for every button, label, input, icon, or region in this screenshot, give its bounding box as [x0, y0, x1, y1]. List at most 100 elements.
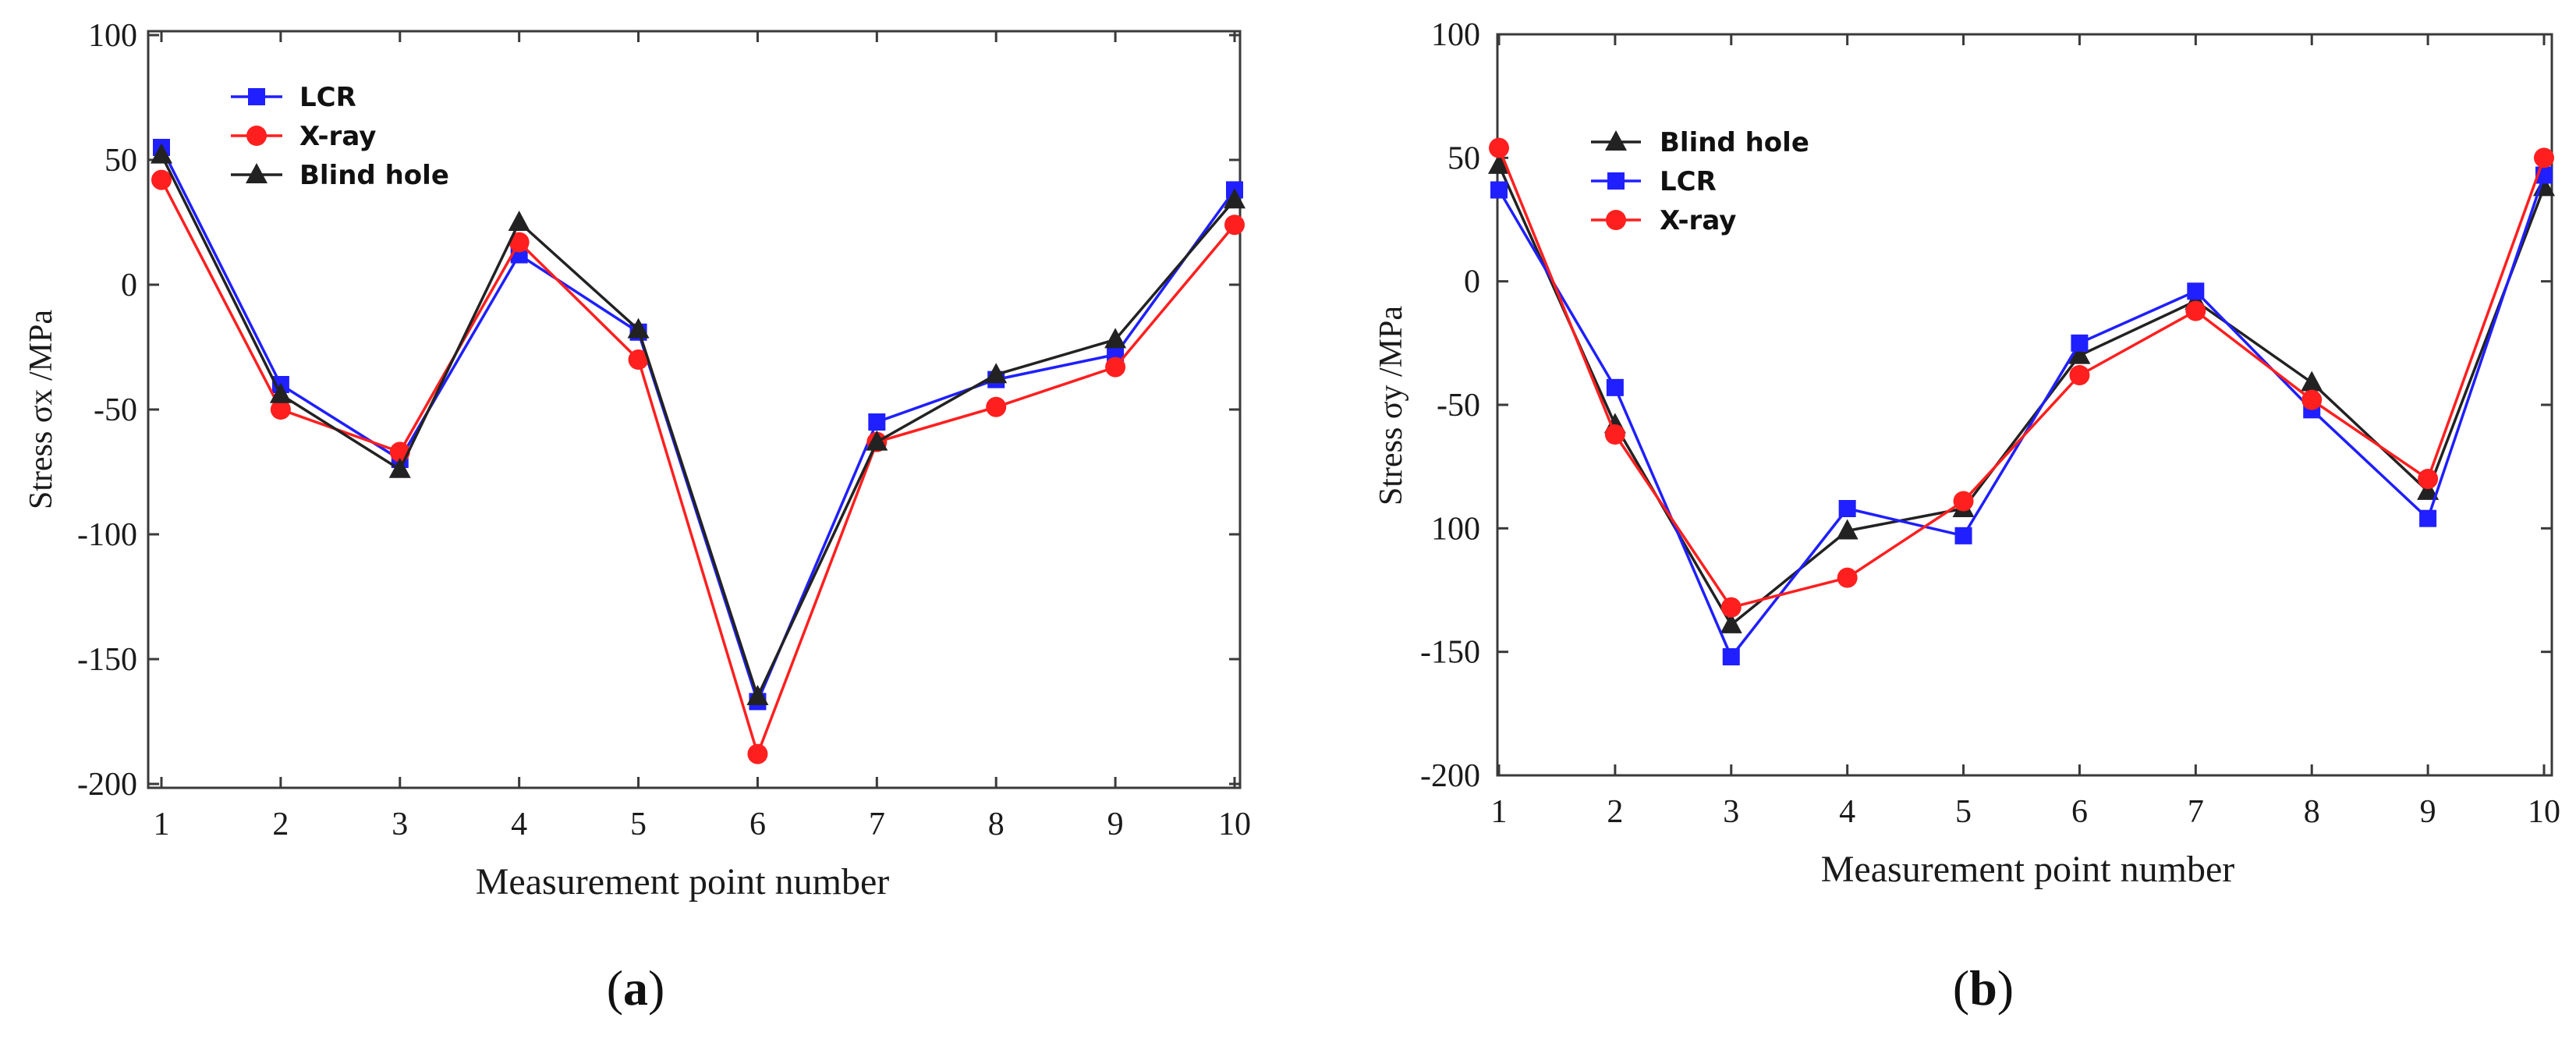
chart-a-x-tick-label: 9 [1107, 807, 1124, 842]
chart-b-point-x-ray [1837, 567, 1858, 588]
chart-a-point-x-ray [986, 396, 1007, 417]
chart-b-point-blind-hole [1488, 153, 1510, 174]
chart-b-y-tick-label: 0 [1464, 264, 1480, 300]
chart-a-legend-label-blind-hole: Blind hole [299, 160, 449, 191]
chart-a-x-tick-label: 8 [988, 807, 1005, 842]
chart-a-point-lcr [868, 413, 886, 431]
chart-a-point-blind-hole [985, 363, 1008, 384]
chart-b-legend-label-lcr: LCR [1660, 166, 1717, 197]
chart-b-panel-caption: (b) [1953, 960, 2014, 1016]
chart-a-x-tick-label: 10 [1218, 807, 1251, 842]
chart-b-x-tick-label: 3 [1723, 794, 1739, 830]
chart-a-x-tick-label: 1 [154, 807, 170, 842]
chart-b-x-axis-label: Measurement point number [1821, 849, 2235, 890]
chart-b-y-tick-label: -50 [1437, 388, 1480, 424]
chart-a-y-ticks: 100 50 0 -50 -100 -150 -200 [77, 18, 1240, 803]
chart-b-x-tick-label: 8 [2304, 794, 2320, 830]
chart-a-point-blind-hole [388, 457, 411, 478]
chart-a-y-tick-label: -150 [77, 642, 137, 678]
chart-b-point-x-ray [2418, 469, 2439, 489]
chart-a-legend-marker-lcr [248, 88, 265, 105]
chart-a-x-ticks: 1 2 3 4 5 6 7 8 9 10 [154, 31, 1251, 842]
chart-a-y-axis-label: Stress σx /MPa [23, 310, 59, 509]
chart-a-point-blind-hole [151, 143, 172, 164]
chart-a-y-tick-label: 100 [88, 18, 137, 54]
chart-a-point-x-ray [270, 399, 291, 420]
chart-b-point-x-ray [2185, 300, 2206, 321]
chart-b-point-lcr [2187, 282, 2205, 300]
chart-b-y-ticks: 100 50 0 -50 100 -150 -200 [1420, 17, 2552, 794]
chart-b-point-blind-hole [1836, 519, 1858, 540]
chart-a-point-blind-hole [627, 317, 650, 339]
chart-a-point-x-ray [1224, 215, 1245, 236]
chart-a-series [151, 139, 1245, 764]
chart-b-panel-letter: b [1969, 960, 1997, 1016]
chart-b-point-x-ray [2069, 365, 2090, 385]
chart-a-point-blind-hole [746, 685, 769, 705]
chart-b-legend-label-blind-hole: Blind hole [1660, 127, 1809, 158]
chart-a-legend-label-lcr: LCR [299, 82, 356, 113]
chart-a-y-tick-label: -200 [77, 767, 137, 803]
chart-a-x-tick-label: 6 [749, 807, 766, 842]
chart-b-point-x-ray [1720, 597, 1742, 618]
chart-b-point-x-ray [1489, 137, 1509, 158]
chart-b: 100 50 0 -50 100 -150 -200 1 2 3 4 5 6 7 8 9 10 Blind h… [1373, 17, 2560, 1016]
chart-b-x-tick-label: 4 [1839, 794, 1855, 830]
chart-a-x-tick-label: 2 [272, 807, 289, 842]
chart-a-legend: LCR X-ray Blind hole [231, 82, 449, 191]
chart-a-y-tick-label: 0 [121, 268, 137, 303]
chart-a-y-tick-label: -100 [77, 517, 137, 553]
chart-b-x-tick-label: 6 [2071, 794, 2088, 830]
chart-b-legend-marker-x-ray [1606, 210, 1626, 230]
chart-b-legend-label-x-ray: X-ray [1660, 205, 1736, 236]
chart-b-plot-area [1496, 33, 2553, 777]
chart-a-point-blind-hole [866, 430, 888, 451]
chart-b-point-blind-hole [2301, 371, 2323, 392]
chart-a-series-line-blind-hole [160, 154, 1236, 698]
chart-b-y-tick-label: 50 [1447, 140, 1480, 176]
chart-b-point-lcr [2419, 509, 2437, 527]
chart-a-x-tick-label: 4 [511, 807, 527, 842]
chart-a-point-blind-hole [508, 211, 530, 231]
chart-b-point-blind-hole [2417, 479, 2440, 500]
chart-b-point-x-ray [1604, 424, 1625, 445]
chart-b-point-blind-hole [2068, 343, 2091, 364]
chart-b-x-tick-label: 7 [2188, 794, 2204, 830]
chart-b-point-lcr [1838, 500, 1856, 517]
chart-b-point-lcr [1722, 648, 1740, 665]
chart-b-x-ticks: 1 2 3 4 5 6 7 8 9 10 [1491, 34, 2560, 830]
chart-a-point-x-ray [1105, 356, 1126, 378]
chart-b-point-lcr [1606, 378, 1624, 396]
chart-a-y-tick-label: 50 [105, 143, 137, 179]
chart-a-point-x-ray [151, 169, 172, 190]
chart-b-point-lcr [1490, 181, 1508, 199]
chart-b-y-axis-label: Stress σy /MPa [1373, 306, 1409, 505]
chart-b-x-tick-label: 9 [2420, 794, 2436, 830]
chart-b-y-tick-label: 100 [1431, 17, 1480, 53]
chart-b-y-tick-label: -150 [1420, 635, 1480, 671]
chart-a-panel-caption: (a) [607, 960, 665, 1016]
chart-a-point-x-ray [747, 743, 768, 764]
chart-a-panel-letter: a [623, 960, 648, 1016]
chart-b-point-x-ray [2534, 147, 2554, 168]
chart-a-x-tick-label: 3 [392, 807, 408, 842]
chart-b-x-tick-label: 2 [1607, 794, 1623, 830]
chart-a-point-x-ray [508, 232, 530, 253]
chart-b-point-x-ray [1953, 491, 1974, 512]
chart-a-y-tick-label: -50 [94, 392, 137, 428]
chart-b-x-tick-label: 10 [2528, 794, 2560, 830]
chart-b-x-tick-label: 1 [1491, 794, 1508, 830]
chart-b-series [1488, 137, 2555, 665]
chart-b-legend-marker-lcr [1607, 172, 1625, 190]
chart-b-point-lcr [2071, 334, 2089, 352]
chart-a-x-tick-label: 7 [869, 807, 885, 842]
chart-a-x-tick-label: 5 [630, 807, 647, 842]
chart-a-legend-marker-blind-hole [246, 163, 268, 183]
chart-b-x-tick-label: 5 [1955, 794, 1972, 830]
chart-b-series-line-x-ray [1497, 147, 2546, 609]
chart-b-legend-marker-blind-hole [1605, 130, 1627, 151]
chart-a-point-blind-hole [269, 382, 292, 403]
chart-b-y-tick-label: -200 [1420, 758, 1480, 794]
chart-b-legend: Blind hole LCR X-ray [1591, 127, 1809, 236]
